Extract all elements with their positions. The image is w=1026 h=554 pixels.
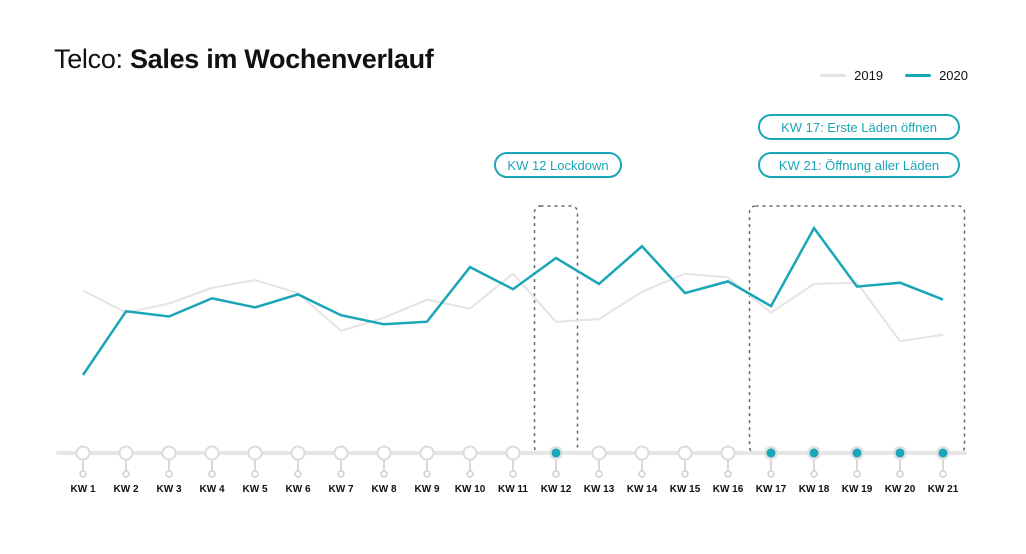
- series-line-2020: [81, 225, 944, 376]
- marker-kw2: [118, 445, 134, 461]
- marker-kw4: [204, 445, 220, 461]
- tick-pin-kw9: [423, 470, 431, 478]
- annotation-kw21: KW 21: Öffnung aller Läden: [758, 152, 960, 178]
- tick-label-kw10: KW 10: [455, 484, 486, 495]
- tick-pin-kw8: [380, 470, 388, 478]
- marker-kw13: [591, 445, 607, 461]
- tick-pin-kw16: [724, 470, 732, 478]
- tick-label-kw18: KW 18: [799, 484, 830, 495]
- tick-label-kw20: KW 20: [885, 484, 916, 495]
- marker-kw7: [333, 445, 349, 461]
- marker-kw3: [161, 445, 177, 461]
- marker-kw8: [376, 445, 392, 461]
- marker-kw18: [809, 448, 819, 458]
- tick-pin-kw7: [337, 470, 345, 478]
- tick-label-kw5: KW 5: [243, 484, 268, 495]
- tick-label-kw7: KW 7: [329, 484, 354, 495]
- legend-item-2020: 2020: [905, 68, 968, 83]
- marker-kw11: [505, 445, 521, 461]
- highlight-box-1: [533, 205, 579, 454]
- tick-label-kw17: KW 17: [756, 484, 787, 495]
- marker-kw17: [766, 448, 776, 458]
- marker-kw9: [419, 445, 435, 461]
- tick-pin-kw15: [681, 470, 689, 478]
- tick-label-kw8: KW 8: [372, 484, 397, 495]
- title-prefix: Telco:: [54, 44, 123, 74]
- tick-label-kw11: KW 11: [498, 484, 528, 495]
- tick-pin-kw2: [122, 470, 130, 478]
- marker-kw5: [247, 445, 263, 461]
- legend-swatch-2020: [905, 74, 932, 77]
- tick-label-kw2: KW 2: [114, 484, 139, 495]
- tick-label-kw14: KW 14: [627, 484, 658, 495]
- tick-label-kw9: KW 9: [415, 484, 440, 495]
- tick-pin-kw5: [251, 470, 259, 478]
- tick-pin-kw4: [208, 470, 216, 478]
- title-main: Sales im Wochenverlauf: [129, 44, 434, 74]
- legend: 2019 2020: [820, 68, 968, 83]
- tick-pin-kw11: [509, 470, 517, 478]
- tick-label-kw12: KW 12: [541, 484, 572, 495]
- marker-kw14: [634, 445, 650, 461]
- annotation-kw17: KW 17: Erste Läden öffnen: [758, 114, 960, 140]
- tick-label-kw3: KW 3: [157, 484, 182, 495]
- series-line-2019: [82, 272, 944, 343]
- marker-kw20: [895, 448, 905, 458]
- tick-pin-kw18: [810, 470, 818, 478]
- tick-pin-kw20: [896, 470, 904, 478]
- annotation-lockdown: KW 12 Lockdown: [494, 152, 622, 178]
- tick-label-kw16: KW 16: [713, 484, 744, 495]
- marker-kw12: [551, 448, 561, 458]
- tick-label-kw4: KW 4: [200, 484, 225, 495]
- marker-kw16: [720, 445, 736, 461]
- tick-label-kw19: KW 19: [842, 484, 873, 495]
- tick-pin-kw3: [165, 470, 173, 478]
- tick-pin-kw13: [595, 470, 603, 478]
- marker-kw15: [677, 445, 693, 461]
- tick-pin-kw19: [853, 470, 861, 478]
- marker-kw19: [852, 448, 862, 458]
- marker-kw1: [75, 445, 91, 461]
- marker-kw21: [938, 448, 948, 458]
- tick-pin-kw6: [294, 470, 302, 478]
- tick-label-kw15: KW 15: [670, 484, 701, 495]
- highlight-box-2: [748, 205, 966, 454]
- chart-title: Telco: Sales im Wochenverlauf: [54, 44, 434, 75]
- legend-item-2019: 2019: [820, 68, 883, 83]
- tick-label-kw21: KW 21: [928, 484, 959, 495]
- tick-pin-kw12: [552, 470, 560, 478]
- tick-pin-kw21: [939, 470, 947, 478]
- marker-kw6: [290, 445, 306, 461]
- tick-pin-kw10: [466, 470, 474, 478]
- tick-pin-kw1: [79, 470, 87, 478]
- tick-pin-kw14: [638, 470, 646, 478]
- marker-kw10: [462, 445, 478, 461]
- tick-pin-kw17: [767, 470, 775, 478]
- legend-label-2020: 2020: [939, 68, 968, 83]
- tick-label-kw6: KW 6: [286, 484, 311, 495]
- legend-swatch-2019: [820, 74, 847, 77]
- legend-label-2019: 2019: [854, 68, 884, 83]
- tick-label-kw1: KW 1: [71, 484, 96, 495]
- tick-label-kw13: KW 13: [584, 484, 615, 495]
